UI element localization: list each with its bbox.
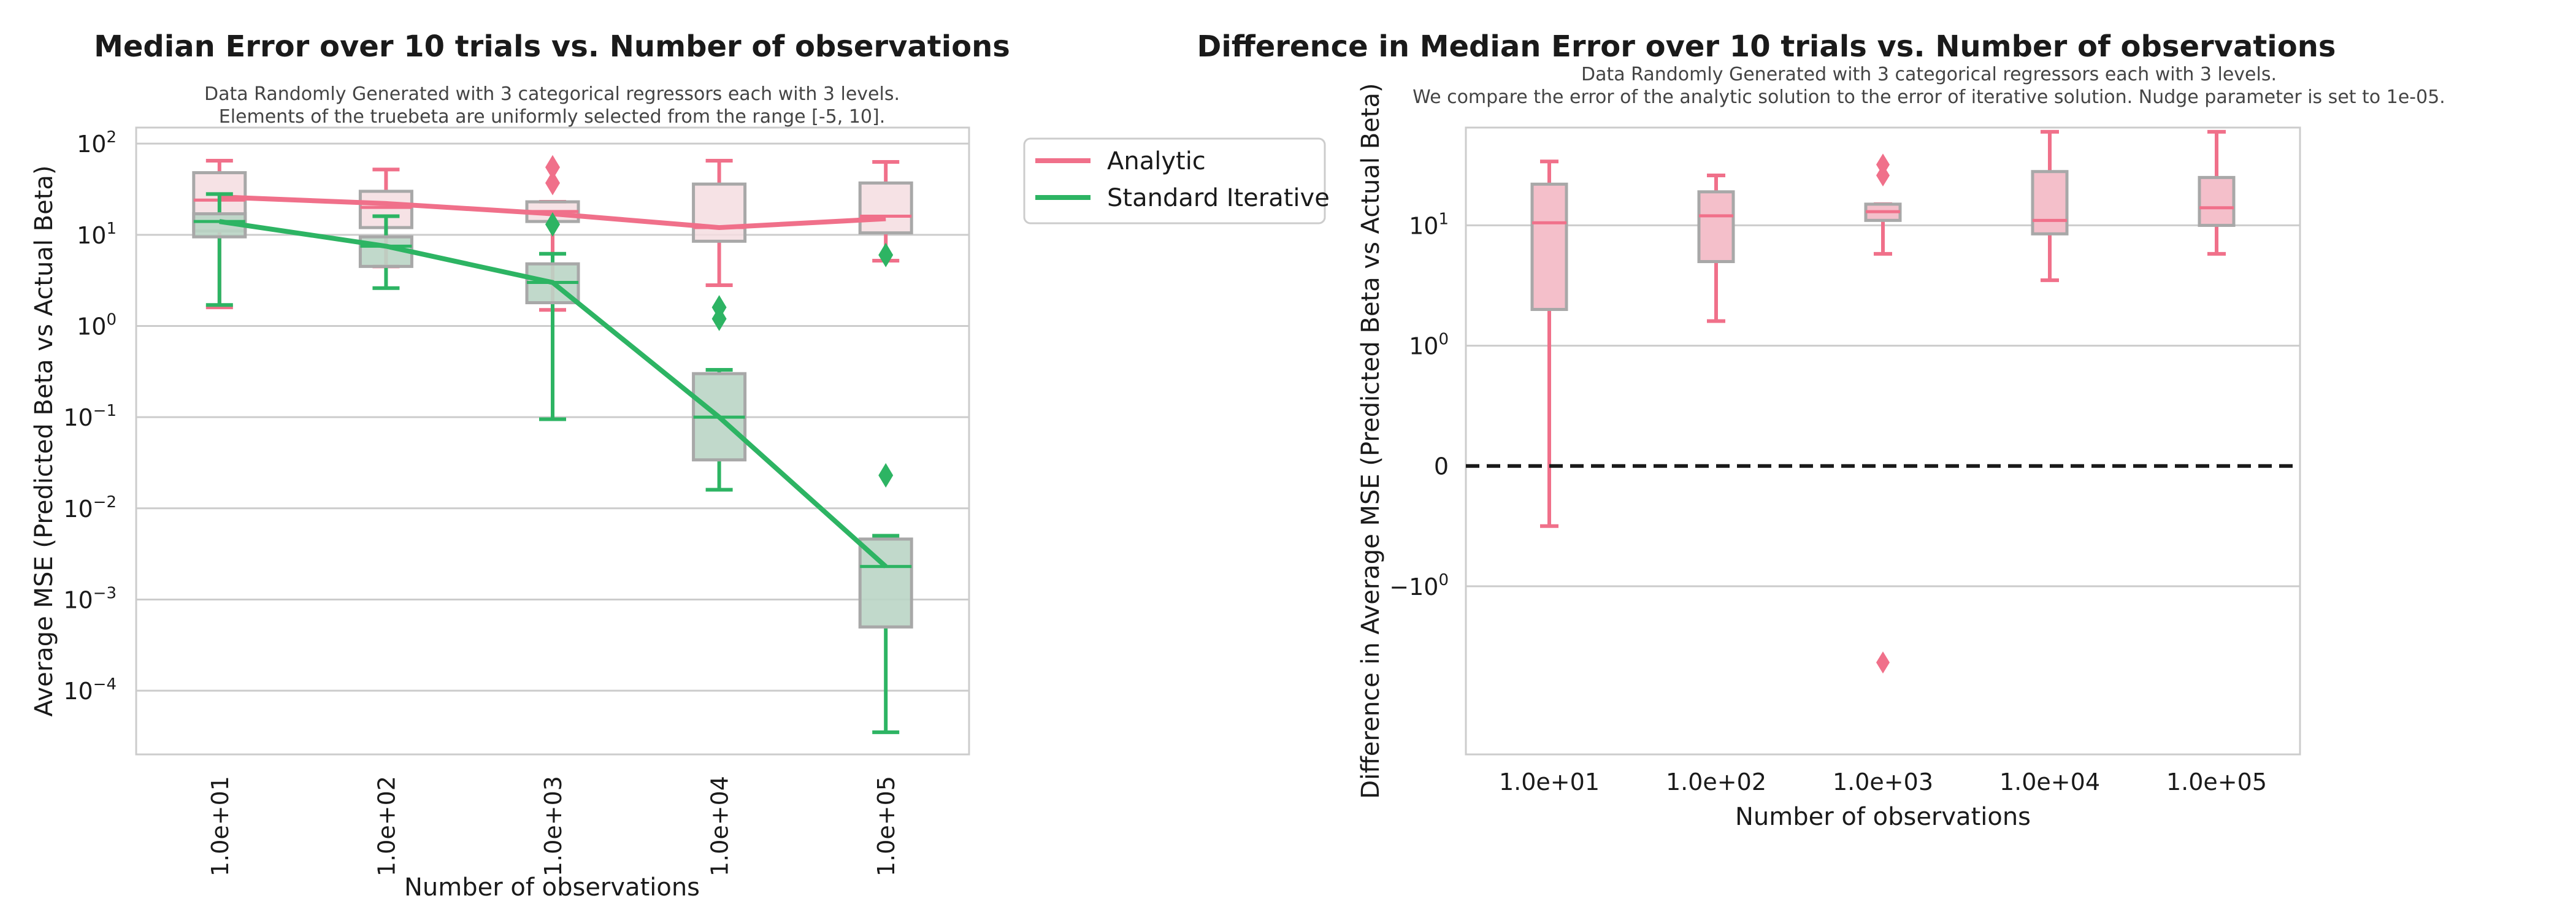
- chart2-y-tick-label-base: −10: [1389, 573, 1438, 600]
- chart2-box: [2198, 175, 2236, 227]
- chart2-subtitle-line2: We compare the error of the analytic sol…: [1413, 86, 2445, 108]
- chart1-y-axis-label: Average MSE (Predicted Beta vs Actual Be…: [30, 165, 58, 716]
- chart2-x-ticks: 1.0e+01 1.0e+02 1.0e+03 1.0e+04 1.0e+05: [1499, 769, 2267, 795]
- chart2-y-axis-label: Difference in Average MSE (Predicted Bet…: [1357, 83, 1385, 799]
- chart2-y-tick-label-base: 10: [1409, 333, 1438, 360]
- chart2-outlier: [1876, 651, 1890, 674]
- chart2-gridlines: [1466, 224, 2300, 588]
- chart1-y-tick-label-base: 10: [77, 313, 106, 340]
- chart1-x-tick-label: 1.0e+05: [873, 776, 900, 876]
- legend: Analytic Standard Iterative: [1023, 137, 1330, 224]
- chart1-y-tick-label-exponent: −3: [93, 584, 117, 602]
- chart1-x-tick-label: 1.0e+04: [707, 776, 734, 876]
- chart1-outlier: [878, 463, 894, 488]
- chart2-y-tick-label: 0: [1434, 453, 1449, 480]
- chart1-marks: [192, 155, 913, 734]
- legend-label-analytic: Analytic: [1107, 147, 1206, 175]
- chart1-x-ticks: 1.0e+01 1.0e+02 1.0e+03 1.0e+04 1.0e+05: [207, 776, 900, 876]
- chart1-y-tick-label-base: 10: [77, 222, 106, 249]
- chart1-outlier: [545, 212, 560, 237]
- chart2-y-tick-label: 100: [1409, 331, 1449, 360]
- chart1-y-tick-label: 10−1: [63, 402, 117, 431]
- chart1-box: [692, 182, 747, 243]
- chart1-x-tick-label: 1.0e+03: [540, 776, 567, 876]
- chart1-outlier: [711, 295, 727, 320]
- chart2-plot-frame: [1465, 126, 2301, 756]
- chart1-y-tick-label-base: 10: [63, 404, 93, 431]
- chart1-y-tick-label-base: 10: [63, 678, 93, 705]
- chart2-y-tick-label: −100: [1389, 571, 1449, 600]
- chart1-y-tick-label: 10−2: [63, 493, 117, 523]
- chart1-y-tick-label-exponent: −2: [93, 493, 117, 512]
- chart1-y-tick-label: 100: [77, 310, 117, 340]
- chart1-x-tick-label: 1.0e+01: [207, 776, 234, 876]
- chart1-outlier: [545, 171, 560, 196]
- chart1-y-tick-label-base: 10: [77, 131, 106, 158]
- chart2-series-0: [1530, 129, 2236, 674]
- chart2-outlier: [1876, 153, 1890, 176]
- chart2-y-tick-label-exponent: 1: [1438, 210, 1449, 228]
- chart2-y-tick-label-exponent: 0: [1438, 331, 1449, 349]
- chart2-x-tick-label: 1.0e+03: [1833, 769, 1933, 795]
- chart2-box: [2031, 170, 2069, 236]
- chart1-y-tick-label: 102: [77, 128, 117, 158]
- chart2-x-tick-label: 1.0e+05: [2166, 769, 2267, 795]
- chart2-title: Difference in Median Error over 10 trial…: [1197, 29, 2336, 64]
- chart1-y-tick-label-exponent: 1: [106, 220, 117, 238]
- chart1-title: Median Error over 10 trials vs. Number o…: [94, 29, 1010, 64]
- chart2-subtitle-line1: Data Randomly Generated with 3 categoric…: [1581, 64, 2277, 85]
- chart1-series-1: [192, 192, 913, 734]
- chart1-subtitle-line2: Elements of the truebeta are uniformly s…: [219, 106, 886, 128]
- chart2-y-tick-label: 101: [1409, 210, 1449, 239]
- chart2-x-tick-label: 1.0e+04: [1999, 769, 2100, 795]
- legend-box: [1023, 137, 1326, 224]
- chart1-box: [858, 181, 913, 235]
- chart1-subtitle-line1: Data Randomly Generated with 3 categoric…: [204, 83, 900, 105]
- chart1-outlier: [545, 155, 560, 180]
- chart2-box: [1697, 190, 1735, 263]
- legend-label-standard-iterative: Standard Iterative: [1107, 184, 1330, 212]
- chart2-marks: [1466, 129, 2300, 674]
- chart-difference-median-error: Difference in Median Error over 10 trial…: [1197, 29, 2445, 831]
- chart2-x-tick-label: 1.0e+01: [1499, 769, 1600, 795]
- chart2-y-tick-label-exponent: 0: [1438, 571, 1449, 589]
- chart1-x-axis-label: Number of observations: [404, 873, 700, 902]
- chart1-line-1: [219, 219, 887, 569]
- chart1-x-tick-label: 1.0e+02: [373, 776, 400, 876]
- chart1-outlier: [878, 242, 894, 267]
- chart1-y-tick-label-exponent: −4: [93, 675, 117, 694]
- chart1-y-tick-label-base: 10: [63, 496, 93, 523]
- chart2-y-tick-label-base: 0: [1434, 453, 1449, 480]
- chart1-y-tick-label-base: 10: [63, 586, 93, 613]
- chart1-plot-frame: [135, 126, 970, 756]
- chart2-y-tick-label-base: 10: [1409, 212, 1438, 239]
- chart1-y-tick-label-exponent: 0: [106, 310, 117, 329]
- chart1-y-tick-label-exponent: −1: [93, 402, 117, 420]
- chart2-x-axis-label: Number of observations: [1735, 803, 2031, 831]
- chart1-box: [858, 537, 913, 629]
- chart2-box: [1530, 182, 1568, 312]
- chart1-y-tick-label: 10−3: [63, 584, 117, 613]
- chart1-y-tick-label-exponent: 2: [106, 128, 117, 147]
- chart1-y-tick-label: 10−4: [63, 675, 117, 705]
- chart2-x-tick-label: 1.0e+02: [1666, 769, 1766, 795]
- chart-median-error: Median Error over 10 trials vs. Number o…: [30, 29, 1010, 902]
- chart1-y-tick-label: 101: [77, 220, 117, 249]
